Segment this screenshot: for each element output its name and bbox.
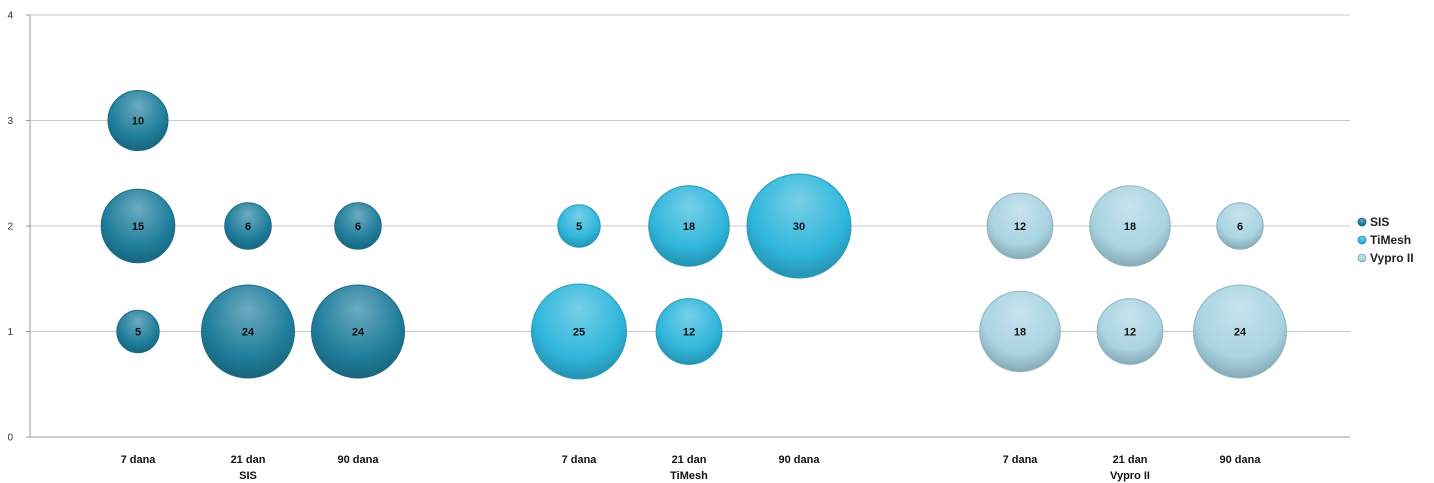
bubble-circle xyxy=(1096,298,1164,365)
bubble-label: 5 xyxy=(135,327,141,339)
bubble-label: 6 xyxy=(1237,221,1243,233)
bubble-circle xyxy=(648,185,730,267)
bubble: 12 xyxy=(655,298,723,365)
bubble-label: 6 xyxy=(355,221,361,233)
bubble-label: 15 xyxy=(132,221,144,233)
x-group-label: Vypro II xyxy=(1110,470,1150,482)
x-tick-label: 7 dana xyxy=(1003,454,1039,466)
bubble: 30 xyxy=(746,173,852,279)
bubble: 18 xyxy=(979,290,1061,373)
bubble: 5 xyxy=(116,309,160,354)
x-tick-label: 7 dana xyxy=(562,454,598,466)
bubble: 10 xyxy=(107,89,169,152)
bubble-circle xyxy=(979,290,1061,373)
bubbles: 30 25 24 24 24 18 18 18 15 12 12 12 10 6 6 6 5 5 xyxy=(100,89,1288,380)
legend-marker xyxy=(1357,217,1367,227)
legend-label: TiMesh xyxy=(1370,233,1411,247)
bubble-circle xyxy=(531,283,627,380)
bubble-circle xyxy=(1192,284,1288,379)
x-tick-label: 90 dana xyxy=(1220,454,1262,466)
y-tick-label: 0 xyxy=(7,433,13,444)
bubble-label: 24 xyxy=(352,327,365,339)
x-tick-label: 21 dan xyxy=(1113,454,1148,466)
y-tick-label: 3 xyxy=(7,116,13,127)
bubble-circle xyxy=(1089,185,1171,267)
bubble: 25 xyxy=(531,283,627,380)
legend-item: TiMesh xyxy=(1357,233,1411,247)
bubble-circle xyxy=(224,202,272,250)
bubble-label: 18 xyxy=(1014,327,1026,339)
bubble-circle xyxy=(334,202,382,250)
bubble: 12 xyxy=(1096,298,1164,365)
x-tick-label: 21 dan xyxy=(672,454,707,466)
y-tick-label: 4 xyxy=(7,11,13,22)
bubble-label: 12 xyxy=(683,327,695,339)
bubble-circle xyxy=(746,173,852,279)
bubble-circle xyxy=(200,284,296,379)
bubble-label: 24 xyxy=(1234,327,1247,339)
y-axis: 0 1 2 3 4 xyxy=(7,11,31,444)
x-tick-label: 90 dana xyxy=(779,454,821,466)
x-group-label: TiMesh xyxy=(670,470,708,482)
bubble: 24 xyxy=(1192,284,1288,379)
bubble: 12 xyxy=(986,192,1054,260)
bubble-label: 12 xyxy=(1124,327,1136,339)
bubble-circle xyxy=(107,89,169,152)
bubble: 18 xyxy=(648,185,730,267)
bubble-circle xyxy=(116,309,160,354)
bubble-circle xyxy=(100,188,176,264)
legend-label: Vypro II xyxy=(1370,251,1414,265)
bubble-label: 18 xyxy=(1124,221,1136,233)
bubble: 24 xyxy=(310,284,406,379)
bubble-label: 10 xyxy=(132,116,144,128)
bubble: 6 xyxy=(224,202,272,250)
bubble-label: 5 xyxy=(576,221,582,233)
bubble-label: 24 xyxy=(242,327,255,339)
legend-item: SIS xyxy=(1357,215,1389,229)
bubble-label: 6 xyxy=(245,221,251,233)
bubble-circle xyxy=(986,192,1054,260)
x-tick-label: 90 dana xyxy=(338,454,380,466)
y-tick-label: 2 xyxy=(7,222,13,233)
legend-label: SIS xyxy=(1370,215,1389,229)
bubble-circle xyxy=(557,204,601,248)
bubble-circle xyxy=(1216,202,1264,250)
bubble: 15 xyxy=(100,188,176,264)
legend-marker xyxy=(1357,235,1367,245)
bubble: 6 xyxy=(334,202,382,250)
bubble: 18 xyxy=(1089,185,1171,267)
x-group-label: SIS xyxy=(239,470,257,482)
bubble-circle xyxy=(655,298,723,365)
bubble: 6 xyxy=(1216,202,1264,250)
bubble-label: 18 xyxy=(683,221,695,233)
y-tick-label: 1 xyxy=(7,327,13,338)
legend-marker xyxy=(1357,253,1367,263)
bubble: 5 xyxy=(557,204,601,248)
x-tick-label: 21 dan xyxy=(231,454,266,466)
bubble-circle xyxy=(310,284,406,379)
legend: SIS TiMesh Vypro II xyxy=(1357,215,1414,265)
x-tick-label: 7 dana xyxy=(121,454,157,466)
legend-item: Vypro II xyxy=(1357,251,1414,265)
x-axis-labels: 7 dana 21 dan 90 dana SIS 7 dana 21 dan 90 dan… xyxy=(121,454,1262,482)
bubble-label: 12 xyxy=(1014,221,1026,233)
bubble-label: 30 xyxy=(793,221,805,233)
bubble: 24 xyxy=(200,284,296,379)
bubble-label: 25 xyxy=(573,327,585,339)
